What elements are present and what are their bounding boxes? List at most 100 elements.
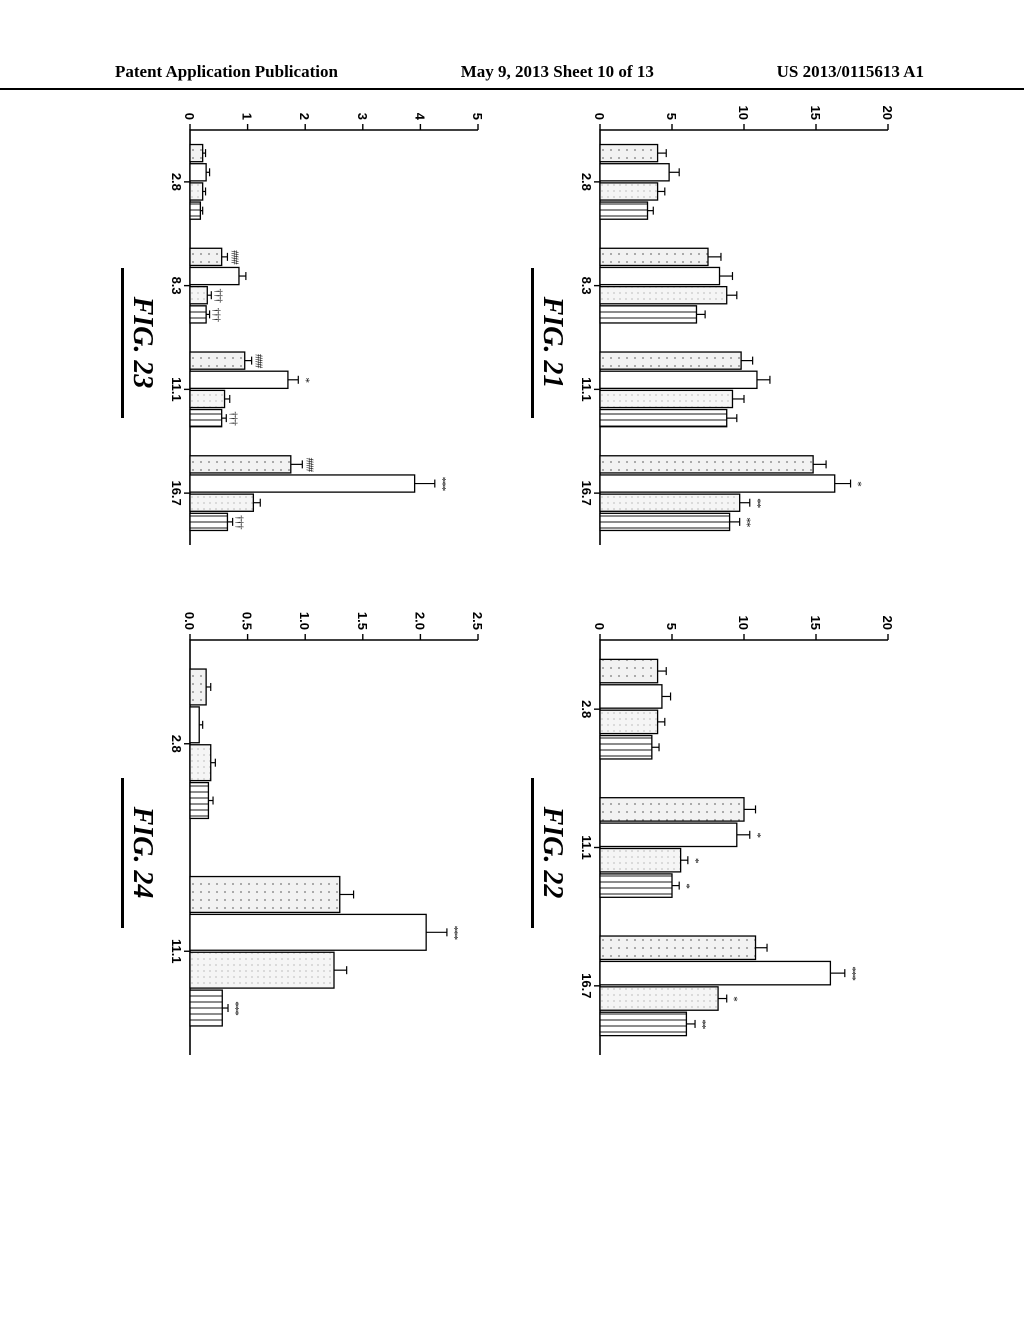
svg-text:*: * bbox=[680, 883, 692, 888]
svg-text:5: 5 bbox=[664, 113, 679, 120]
bar bbox=[190, 990, 222, 1026]
svg-text:†††: ††† bbox=[211, 308, 223, 323]
bar bbox=[190, 352, 245, 369]
svg-text:3: 3 bbox=[355, 113, 370, 120]
bar bbox=[600, 823, 737, 846]
svg-text:*: * bbox=[689, 858, 701, 863]
bar bbox=[600, 936, 756, 959]
bar bbox=[600, 987, 718, 1010]
svg-text:*: * bbox=[751, 833, 763, 838]
bar bbox=[600, 798, 744, 821]
svg-text:2.8: 2.8 bbox=[169, 735, 184, 753]
svg-text:20: 20 bbox=[880, 106, 895, 120]
bar bbox=[190, 183, 203, 200]
svg-text:11.1: 11.1 bbox=[579, 377, 594, 402]
bar bbox=[190, 669, 206, 705]
bar bbox=[190, 202, 200, 219]
figure-caption: FIG. 21 bbox=[531, 268, 568, 418]
bar bbox=[190, 475, 415, 492]
svg-text:***: *** bbox=[448, 926, 460, 940]
svg-text:0: 0 bbox=[592, 113, 607, 120]
bar bbox=[600, 202, 648, 219]
bar bbox=[190, 287, 207, 304]
bar bbox=[190, 371, 288, 388]
svg-text:16.7: 16.7 bbox=[579, 973, 594, 998]
bar bbox=[190, 410, 222, 427]
svg-text:0.0: 0.0 bbox=[182, 612, 197, 630]
bar bbox=[190, 306, 206, 323]
svg-text:11.1: 11.1 bbox=[169, 377, 184, 402]
bar bbox=[190, 164, 206, 181]
svg-text:11.1: 11.1 bbox=[169, 939, 184, 964]
bar bbox=[600, 961, 830, 984]
bar bbox=[600, 183, 658, 200]
svg-text:2.5: 2.5 bbox=[470, 612, 485, 630]
bar bbox=[600, 164, 669, 181]
figure-caption: FIG. 22 bbox=[531, 778, 568, 928]
bar bbox=[190, 914, 426, 950]
svg-text:***: *** bbox=[846, 966, 858, 980]
svg-text:16.7: 16.7 bbox=[169, 480, 184, 505]
chart-panel-fig21: 051015202.88.311.1*****16.7FIG. 21 bbox=[550, 75, 910, 555]
bar bbox=[190, 707, 199, 743]
figure-area: 051015202.88.311.1*****16.7FIG. 21051015… bbox=[0, 180, 910, 970]
bar bbox=[600, 267, 720, 284]
svg-text:8.3: 8.3 bbox=[579, 277, 594, 295]
bar bbox=[190, 494, 253, 511]
bar bbox=[600, 352, 741, 369]
svg-text:***: *** bbox=[436, 477, 448, 491]
bar bbox=[600, 659, 658, 682]
chart-panel-fig22: 051015202.8***11.1******16.7FIG. 22 bbox=[550, 585, 910, 1065]
figure-caption: FIG. 24 bbox=[121, 778, 158, 928]
svg-text:1.0: 1.0 bbox=[297, 612, 312, 630]
bar bbox=[600, 145, 658, 162]
svg-text:*: * bbox=[852, 481, 864, 486]
bar bbox=[600, 736, 652, 759]
svg-text:1: 1 bbox=[240, 113, 255, 120]
bar bbox=[600, 874, 672, 897]
svg-text:4: 4 bbox=[412, 113, 427, 121]
svg-text:16.7: 16.7 bbox=[579, 480, 594, 505]
chart-panel-fig23: 0123452.8###††††††8.3###*†††11.1###***††… bbox=[140, 75, 500, 555]
svg-text:1.5: 1.5 bbox=[355, 612, 370, 630]
svg-text:**: ** bbox=[751, 498, 763, 508]
svg-text:***: *** bbox=[229, 1001, 241, 1015]
svg-text:5: 5 bbox=[470, 113, 485, 120]
svg-text:0: 0 bbox=[592, 623, 607, 630]
page: Patent Application Publication May 9, 20… bbox=[0, 0, 1024, 1320]
svg-text:###: ### bbox=[228, 250, 240, 265]
svg-text:†††: ††† bbox=[227, 411, 239, 426]
bar bbox=[190, 513, 227, 530]
bar bbox=[190, 456, 291, 473]
bar bbox=[600, 371, 757, 388]
bar bbox=[600, 1012, 686, 1035]
bar bbox=[600, 390, 732, 407]
svg-text:2.8: 2.8 bbox=[169, 173, 184, 191]
bar bbox=[600, 248, 708, 265]
svg-text:10: 10 bbox=[736, 616, 751, 630]
bar bbox=[190, 248, 222, 265]
bar bbox=[600, 410, 727, 427]
svg-text:2.8: 2.8 bbox=[579, 173, 594, 191]
bar bbox=[190, 783, 208, 819]
svg-text:15: 15 bbox=[808, 616, 823, 630]
bar bbox=[190, 745, 211, 781]
bar bbox=[600, 494, 740, 511]
bar bbox=[600, 456, 813, 473]
svg-text:10: 10 bbox=[736, 106, 751, 120]
svg-text:###: ### bbox=[303, 458, 315, 473]
bar bbox=[600, 685, 662, 708]
bar bbox=[190, 145, 203, 162]
svg-text:2.8: 2.8 bbox=[579, 700, 594, 718]
svg-text:*: * bbox=[728, 996, 740, 1001]
bar bbox=[600, 287, 727, 304]
svg-text:8.3: 8.3 bbox=[169, 277, 184, 295]
svg-text:5: 5 bbox=[664, 623, 679, 630]
chart-panel-fig24: 0.00.51.01.52.02.52.8******11.1FIG. 24 bbox=[140, 585, 500, 1065]
bar bbox=[190, 877, 340, 913]
svg-text:15: 15 bbox=[808, 106, 823, 120]
bar bbox=[600, 710, 658, 733]
bar bbox=[190, 390, 225, 407]
bar bbox=[600, 513, 730, 530]
svg-text:†††: ††† bbox=[212, 288, 224, 303]
